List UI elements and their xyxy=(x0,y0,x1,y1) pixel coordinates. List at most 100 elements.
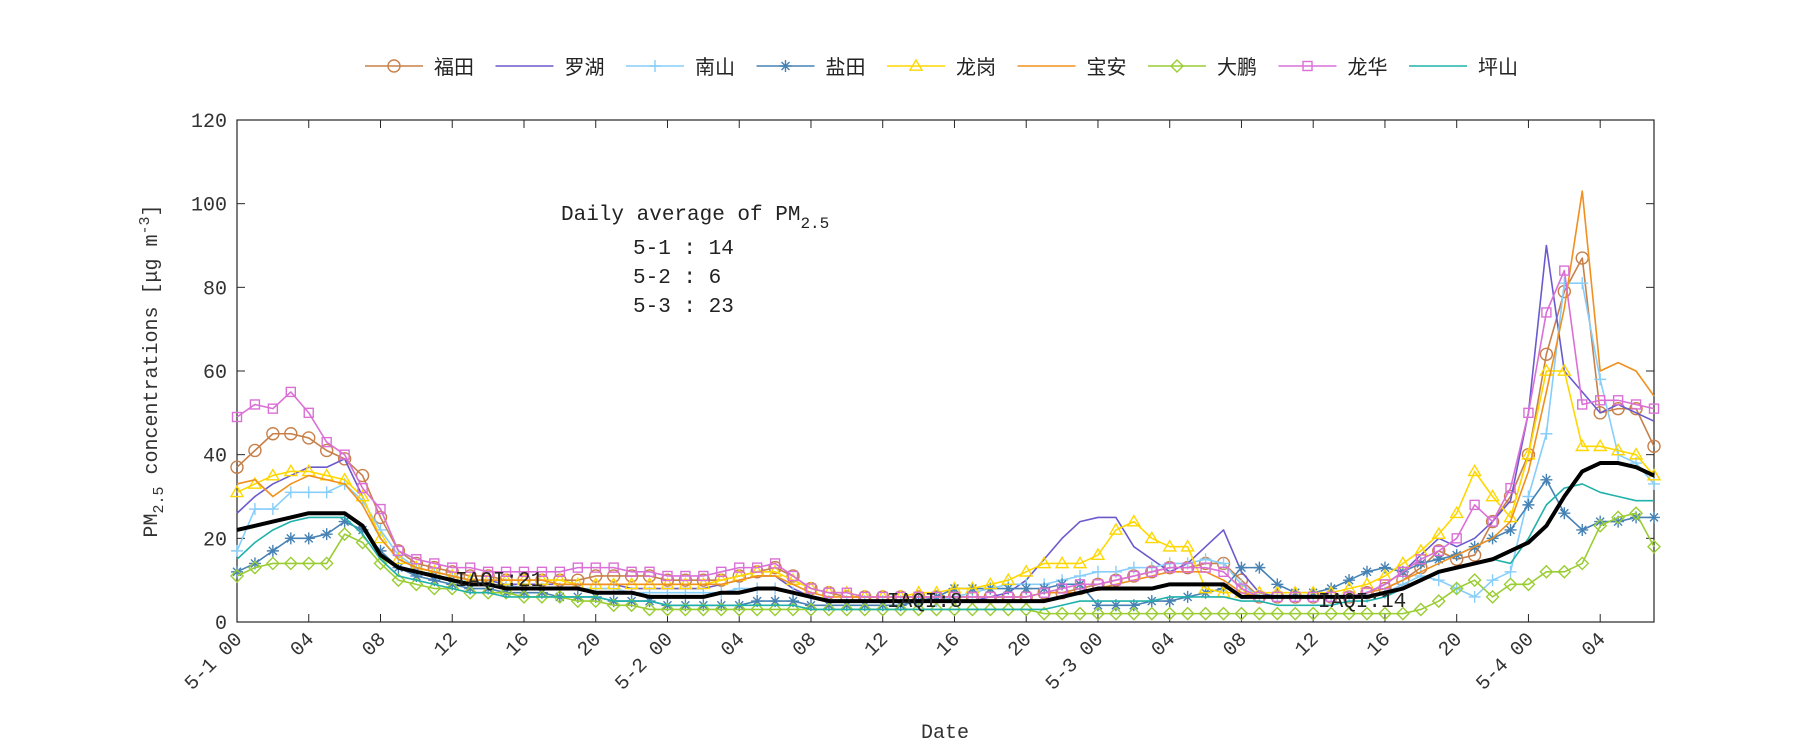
y-tick-label: 20 xyxy=(203,529,227,552)
y-label-part: PM xyxy=(141,514,164,538)
marker xyxy=(230,568,244,583)
marker xyxy=(518,566,530,577)
marker xyxy=(319,443,334,458)
marker xyxy=(302,431,316,445)
marker xyxy=(463,585,478,600)
marker xyxy=(734,562,745,573)
marker xyxy=(534,572,550,586)
marker xyxy=(516,589,531,604)
x-axis-label: Date xyxy=(921,722,969,745)
marker xyxy=(265,556,280,571)
marker xyxy=(1504,523,1517,536)
marker xyxy=(1648,403,1660,414)
marker xyxy=(1612,395,1624,406)
marker xyxy=(1091,599,1104,612)
marker xyxy=(1648,511,1660,524)
legend-label: 龙岗 xyxy=(956,55,996,79)
marker xyxy=(355,489,370,502)
marker xyxy=(1056,583,1068,594)
marker xyxy=(464,582,477,595)
marker xyxy=(1182,562,1193,573)
marker xyxy=(606,569,621,583)
marker xyxy=(642,569,657,583)
marker xyxy=(787,595,800,608)
iaqi-label: IAQI:14 xyxy=(1318,591,1406,614)
marker xyxy=(410,569,423,582)
marker xyxy=(875,602,890,617)
y-tick-label: 40 xyxy=(203,446,227,469)
marker xyxy=(1128,570,1140,582)
legend-label: 大鹏 xyxy=(1217,55,1257,79)
marker xyxy=(644,566,655,577)
marker xyxy=(374,544,387,557)
marker xyxy=(1521,447,1536,460)
iaqi-label: IAQI:8 xyxy=(887,591,963,614)
marker xyxy=(409,577,424,592)
marker xyxy=(606,576,621,590)
marker xyxy=(428,574,441,587)
marker xyxy=(626,566,637,577)
marker xyxy=(357,482,368,494)
marker xyxy=(1108,606,1123,621)
marker xyxy=(481,585,496,600)
marker xyxy=(1200,562,1211,573)
y-tick-label: 80 xyxy=(203,278,227,301)
marker xyxy=(283,556,298,571)
marker xyxy=(373,530,388,544)
marker xyxy=(427,581,442,596)
marker xyxy=(1522,498,1535,511)
legend-label: 宝安 xyxy=(1087,55,1127,79)
marker xyxy=(1217,582,1230,595)
marker xyxy=(947,602,962,617)
marker xyxy=(787,570,799,582)
marker xyxy=(1253,561,1266,574)
x-tick-label: 04 xyxy=(1578,629,1611,662)
marker xyxy=(266,503,279,516)
legend-label: 龙华 xyxy=(1348,55,1388,79)
marker xyxy=(893,602,908,617)
marker xyxy=(373,556,388,571)
marker xyxy=(411,554,422,565)
marker xyxy=(1018,564,1034,577)
marker xyxy=(1576,277,1589,290)
marker xyxy=(751,562,763,573)
x-tick-label: 5-4 00 xyxy=(1472,629,1539,696)
marker xyxy=(624,576,639,590)
marker xyxy=(857,602,872,617)
marker xyxy=(1575,438,1590,452)
marker xyxy=(231,411,243,423)
marker xyxy=(624,569,639,583)
marker xyxy=(1306,606,1321,621)
marker xyxy=(786,569,800,583)
marker xyxy=(570,594,585,609)
marker xyxy=(911,602,926,617)
marker xyxy=(302,486,315,499)
x-tick-label: 16 xyxy=(1363,629,1396,662)
marker xyxy=(302,532,315,545)
marker xyxy=(1001,572,1016,586)
y-label-sub: 2.5 xyxy=(151,487,168,514)
marker xyxy=(1433,545,1444,557)
marker xyxy=(1539,564,1554,579)
marker xyxy=(1378,561,1391,574)
marker xyxy=(1503,577,1518,592)
marker xyxy=(1001,602,1016,617)
marker xyxy=(266,427,280,441)
marker xyxy=(1594,373,1607,386)
marker xyxy=(1146,566,1157,577)
marker xyxy=(391,573,406,588)
marker xyxy=(1002,582,1015,595)
marker xyxy=(1541,307,1552,318)
legend-label: 盐田 xyxy=(826,55,866,79)
x-tick-label: 12 xyxy=(430,629,463,662)
marker xyxy=(1090,606,1105,621)
marker xyxy=(1629,401,1643,416)
marker xyxy=(751,595,764,608)
marker xyxy=(821,602,836,617)
y-tick-label: 60 xyxy=(203,362,227,385)
marker xyxy=(1216,606,1231,621)
marker xyxy=(321,436,332,448)
marker xyxy=(716,566,727,577)
marker xyxy=(1611,510,1626,525)
marker xyxy=(624,598,639,613)
